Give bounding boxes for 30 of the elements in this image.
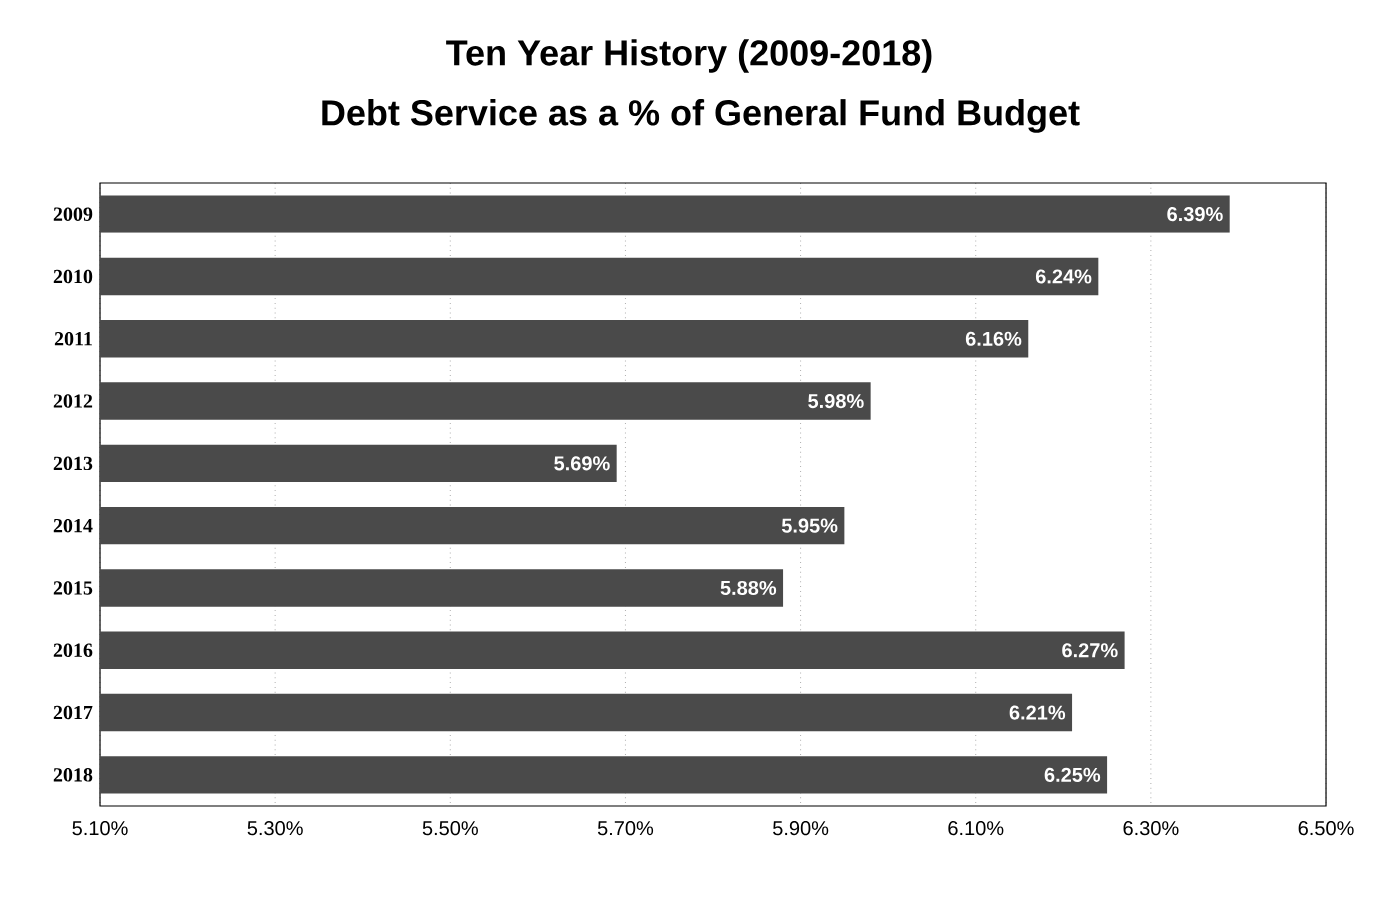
x-tick-label: 5.10% [72,821,128,836]
data-label: 5.95% [781,518,838,533]
y-tick-label: 2013 [53,456,93,471]
y-tick-label: 2017 [53,705,93,720]
data-label: 6.21% [1009,705,1066,720]
y-tick-label: 2016 [53,643,93,657]
x-tick-label: 6.10% [948,821,1004,836]
x-tick-label: 6.50% [1298,821,1354,836]
y-tick-label: 2015 [53,581,93,595]
y-tick-label: 2018 [53,768,93,782]
y-tick-label: 2010 [53,269,93,284]
x-tick-label: 6.30% [1123,821,1179,836]
data-label: 6.24% [1035,269,1092,284]
x-tick-label: 5.90% [773,821,829,836]
y-tick-label: 2012 [53,394,93,408]
y-tick-label: 2011 [54,332,92,346]
data-label: 6.39% [1167,207,1223,222]
data-label: 5.88% [720,580,777,596]
data-label: 5.69% [554,456,610,471]
chart-subtitle: Debt Service as a % of General Fund Budget [322,99,1080,133]
x-tick-label: 5.50% [422,821,478,836]
data-label: 5.98% [808,393,864,409]
data-label: 6.16% [965,331,1022,346]
y-tick-label: 2014 [53,518,93,533]
chart-title: Ten Year History (2009-2018) [446,39,932,73]
x-tick-label: 5.30% [247,821,303,836]
data-label: 6.27% [1062,643,1118,658]
data-label: 6.25% [1044,767,1101,782]
y-tick-label: 2009 [53,207,93,221]
x-tick-label: 5.70% [597,821,654,836]
